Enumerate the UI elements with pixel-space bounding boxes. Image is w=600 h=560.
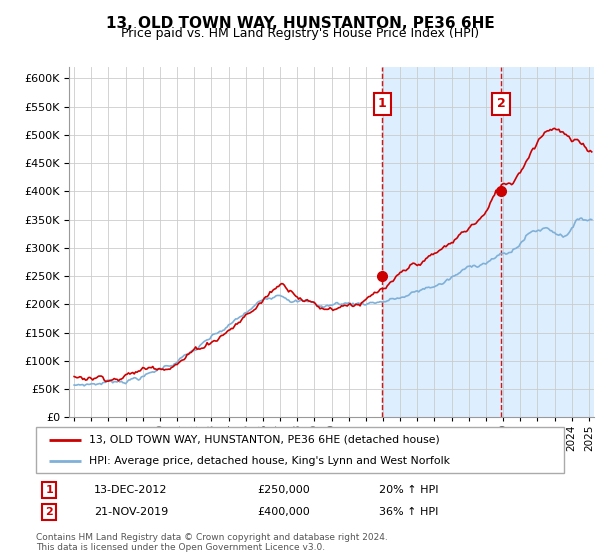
Text: 20% ↑ HPI: 20% ↑ HPI xyxy=(379,485,439,495)
FancyBboxPatch shape xyxy=(36,427,564,473)
Text: 2: 2 xyxy=(46,507,53,517)
Bar xyxy=(382,67,594,417)
Text: 13, OLD TOWN WAY, HUNSTANTON, PE36 6HE: 13, OLD TOWN WAY, HUNSTANTON, PE36 6HE xyxy=(106,16,494,31)
Text: Price paid vs. HM Land Registry's House Price Index (HPI): Price paid vs. HM Land Registry's House … xyxy=(121,27,479,40)
Text: This data is licensed under the Open Government Licence v3.0.: This data is licensed under the Open Gov… xyxy=(36,543,325,552)
Text: 36% ↑ HPI: 36% ↑ HPI xyxy=(379,507,439,517)
Text: £400,000: £400,000 xyxy=(258,507,311,517)
Text: HPI: Average price, detached house, King's Lynn and West Norfolk: HPI: Average price, detached house, King… xyxy=(89,456,450,466)
Text: 13-DEC-2012: 13-DEC-2012 xyxy=(94,485,167,495)
Text: 21-NOV-2019: 21-NOV-2019 xyxy=(94,507,169,517)
Text: £250,000: £250,000 xyxy=(258,485,311,495)
Text: 1: 1 xyxy=(46,485,53,495)
Text: 2: 2 xyxy=(497,97,505,110)
Text: 1: 1 xyxy=(378,97,386,110)
Text: Contains HM Land Registry data © Crown copyright and database right 2024.: Contains HM Land Registry data © Crown c… xyxy=(36,533,388,542)
Text: 13, OLD TOWN WAY, HUNSTANTON, PE36 6HE (detached house): 13, OLD TOWN WAY, HUNSTANTON, PE36 6HE (… xyxy=(89,435,440,445)
